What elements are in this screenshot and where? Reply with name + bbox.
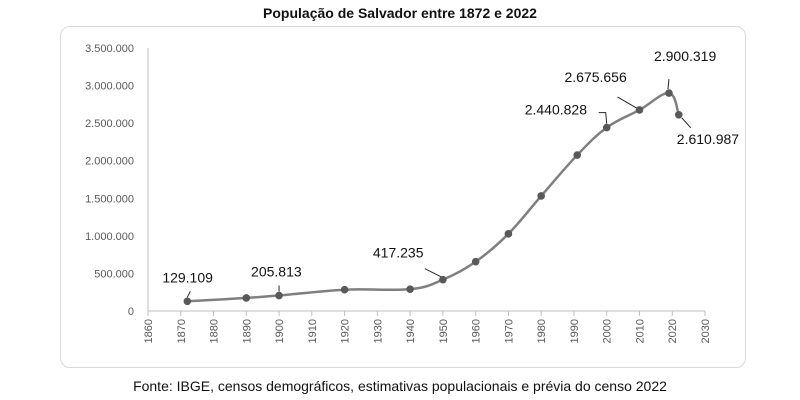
data-point	[242, 294, 251, 302]
source-caption: Fonte: IBGE, censos demográficos, estima…	[133, 378, 667, 394]
x-tick-label: 1960	[471, 319, 483, 343]
data-point	[674, 111, 683, 119]
y-tick-label: 2.000.000	[85, 156, 134, 168]
data-label: 205.813	[251, 264, 302, 280]
data-point	[183, 297, 192, 306]
x-tick-label: 1950	[438, 319, 450, 343]
x-tick-label: 1910	[307, 319, 319, 343]
x-tick-label: 2000	[602, 319, 614, 343]
x-tick-label: 2030	[700, 319, 712, 343]
data-point	[665, 89, 673, 97]
x-tick-label: 1970	[503, 319, 515, 343]
x-tick-label: 1990	[569, 319, 581, 343]
annotation-leader-line	[598, 112, 608, 124]
x-tick-label: 1940	[405, 319, 417, 343]
x-tick-label: 2020	[667, 319, 679, 343]
annotation-leader-line	[424, 268, 442, 278]
y-tick-label: 1.000.000	[85, 231, 134, 243]
data-label: 129.109	[162, 269, 213, 285]
x-tick-label: 1930	[372, 319, 384, 343]
data-point	[537, 192, 545, 200]
data-point	[602, 123, 611, 132]
chart-title: População de Salvador entre 1872 e 2022	[263, 5, 537, 21]
data-point	[504, 230, 513, 238]
x-tick-label: 1860	[143, 319, 155, 343]
data-point	[573, 151, 582, 159]
data-label: 2.440.828	[525, 102, 587, 118]
data-point	[406, 285, 414, 293]
series-line	[187, 91, 680, 303]
data-point	[439, 275, 447, 284]
data-point	[635, 106, 644, 114]
x-tick-label: 1900	[274, 319, 286, 343]
data-label: 2.900.319	[654, 48, 716, 64]
x-tick-label: 1890	[241, 319, 253, 343]
data-label: 2.675.656	[564, 69, 626, 85]
x-tick-label: 1870	[176, 319, 188, 343]
annotation-leader-line	[667, 79, 670, 90]
y-tick-label: 1.500.000	[85, 193, 134, 205]
y-tick-label: 500.000	[94, 268, 134, 280]
annotation-leader-line	[186, 291, 191, 298]
data-label: 417.235	[373, 245, 424, 261]
annotation-leader-line	[681, 117, 692, 129]
y-tick-label: 3.000.000	[85, 81, 134, 93]
annotation-leader-line	[617, 96, 637, 109]
x-tick-label: 2010	[634, 319, 646, 343]
data-point	[275, 291, 283, 300]
y-tick-label: 0	[128, 306, 134, 318]
x-tick-label: 1880	[209, 319, 221, 343]
y-tick-label: 2.500.000	[85, 118, 134, 130]
y-tick-label: 3.500.000	[85, 43, 134, 55]
x-tick-label: 1920	[340, 319, 352, 343]
data-point	[471, 257, 480, 266]
data-label: 2.610.987	[677, 131, 739, 147]
data-point	[340, 285, 349, 294]
x-tick-label: 1980	[536, 319, 548, 343]
